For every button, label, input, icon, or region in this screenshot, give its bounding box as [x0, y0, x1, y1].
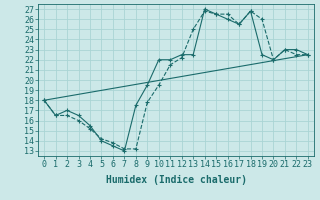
X-axis label: Humidex (Indice chaleur): Humidex (Indice chaleur): [106, 175, 246, 185]
